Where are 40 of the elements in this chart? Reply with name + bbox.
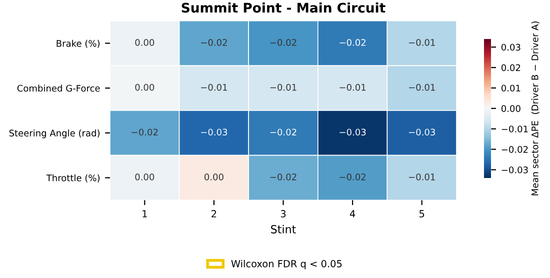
color-bar-label: 0.01 (501, 84, 520, 92)
legend-label: Wilcoxon FDR q < 0.05 (231, 260, 342, 270)
color-bar-title: Mean sector ΔPE (Driver B − Driver A) (531, 21, 540, 196)
x-tick-label: 1 (142, 210, 147, 218)
data-label: −0.02 (270, 39, 296, 46)
data-label: 0.00 (135, 39, 154, 46)
data-label: −0.02 (270, 174, 296, 180)
data-label: −0.02 (132, 128, 158, 136)
data-label: 0.00 (135, 84, 154, 91)
y-tick-label: Combined G-Force (17, 84, 100, 92)
data-label: −0.03 (340, 128, 366, 136)
x-axis-title: Stint (271, 224, 296, 234)
y-tick-label: Steering Angle (rad) (9, 129, 100, 138)
color-bar-label: 0.02 (501, 64, 520, 72)
x-tick-label: 5 (420, 210, 424, 218)
data-label: 0.00 (204, 174, 224, 180)
data-label: −0.01 (408, 174, 435, 180)
data-label: −0.02 (340, 174, 366, 180)
chart-title: Summit Point - Main Circuit (182, 2, 386, 13)
data-label: −0.01 (201, 84, 227, 91)
data-label: −0.01 (408, 84, 435, 91)
color-bar-label: −0.01 (502, 126, 528, 132)
data-label: −0.02 (201, 39, 227, 46)
color-bar-label: −0.03 (502, 166, 528, 174)
y-tick-label: Brake (%) (56, 40, 100, 48)
data-label: −0.02 (270, 128, 296, 136)
data-label: −0.03 (408, 128, 435, 136)
color-bar-label: 0.03 (501, 44, 520, 51)
data-label: −0.01 (340, 84, 366, 91)
x-tick-label: 4 (350, 210, 356, 218)
x-tick-label: 2 (212, 210, 216, 218)
color-bar-label: 0.00 (501, 105, 520, 112)
x-tick-label: 3 (280, 210, 286, 218)
data-label: 0.00 (135, 174, 154, 180)
data-label: −0.03 (201, 128, 228, 136)
y-tick-label: Throttle (%) (46, 174, 100, 182)
data-label: −0.01 (270, 84, 296, 91)
data-label: −0.02 (340, 39, 366, 46)
data-label: −0.01 (408, 39, 435, 46)
color-bar-label: −0.02 (502, 146, 528, 153)
